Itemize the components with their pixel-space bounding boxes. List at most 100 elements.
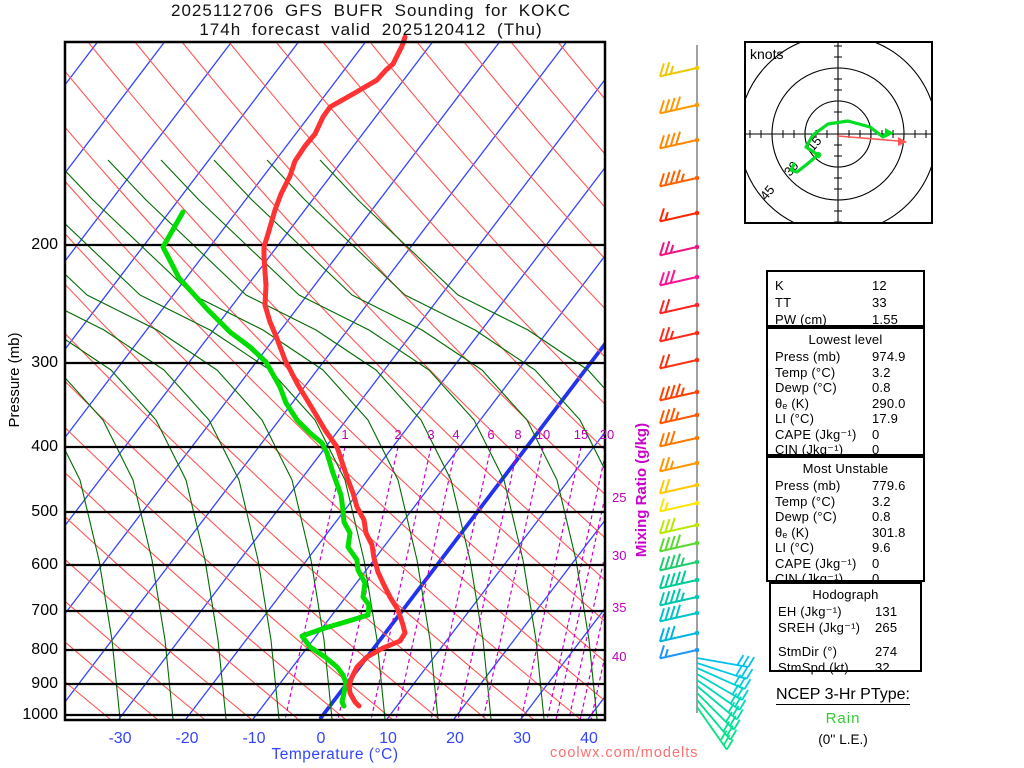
mixing-ratio-tick-label: 35 [612, 600, 627, 615]
dry-adiabat-line [322, 42, 605, 358]
row-label: LI (°C) [775, 411, 815, 426]
dry-adiabat-line [134, 42, 605, 539]
ptype-value: Rain [825, 710, 861, 727]
temperature-curve [261, 34, 408, 709]
hodograph-stats-panel: Hodograph EH (Jkg⁻¹) 131 SREH (Jkg⁻¹) 265 Stm… [769, 582, 922, 675]
row-label: CIN (Jkg⁻¹) [775, 442, 844, 457]
temperature-tick-label: 40 [580, 730, 598, 747]
row-value: 131 [875, 604, 898, 619]
mixing-ratio-line [284, 446, 346, 720]
row-label: Press (mb) [775, 478, 841, 493]
row-label: Press (mb) [775, 349, 841, 364]
pressure-tick-label: 300 [31, 354, 58, 371]
isotherm-line [65, 42, 501, 615]
row-value: 1.55 [872, 312, 899, 327]
temperature-tick-label: -20 [175, 730, 199, 747]
dry-adiabat-line [65, 600, 205, 720]
table-row: StmDir (°) 274 [771, 644, 920, 660]
pressure-tick-label: 700 [31, 602, 58, 619]
mixing-ratio-line [370, 446, 432, 720]
temperature-tick-label: 20 [446, 730, 464, 747]
isotherm-line [65, 42, 367, 439]
row-value: 33 [872, 295, 887, 310]
moist-adiabat-line [65, 273, 333, 720]
pressure-tick-label: 900 [31, 675, 58, 692]
pressure-tick-label: 800 [31, 641, 58, 658]
moist-adiabat-line [65, 309, 280, 720]
temperature-axis-label: Temperature (°C) [271, 746, 399, 763]
skewt-background [65, 42, 605, 720]
table-row: θₑ (K) 301.8 [768, 525, 923, 541]
table-row: CAPE (Jkg⁻¹) 0 [768, 427, 923, 443]
ptype-extra: (0'' L.E.) [818, 732, 868, 747]
row-value: 974.9 [872, 349, 906, 364]
row-label: θₑ (K) [775, 524, 810, 540]
hodograph-units-label: knots [750, 46, 784, 62]
dry-adiabat-line [181, 42, 605, 496]
mixing-ratio-line [520, 446, 582, 720]
row-label: StmSpd (kt) [778, 659, 849, 675]
moist-adiabat-line [65, 448, 121, 720]
isotherm-line [386, 431, 605, 720]
row-label: Dewp (°C) [775, 509, 837, 524]
panel-header: Most Unstable [802, 461, 889, 476]
row-value: 265 [875, 619, 898, 635]
mixing-ratio-line [395, 446, 457, 720]
mixing-ratio-tick-label: 6 [487, 427, 495, 442]
row-value: 0 [872, 555, 880, 571]
table-row: CIN (Jkg⁻¹) 0 [768, 442, 923, 458]
mixing-ratio-axis-label: Mixing Ratio (g/kg) [633, 422, 650, 558]
surface-wind-barb [696, 685, 744, 721]
panel-header: Lowest level [808, 332, 883, 347]
moist-adiabat-line [65, 222, 386, 720]
temperature-tick-label: 10 [379, 730, 397, 747]
lowest-level-panel: Lowest level Press (mb) 974.9 Temp (°C) 3.2 D… [766, 327, 925, 458]
table-row: PW (cm) 1.55 [768, 311, 923, 328]
mixing-ratio-tick-label: 15 [573, 427, 589, 442]
row-label: CAPE (Jkg⁻¹) [775, 555, 857, 571]
mixing-ratio-tick-label: 8 [514, 427, 522, 442]
temperature-tick-label: 30 [513, 730, 531, 747]
table-row: StmSpd (kt) 32 [771, 660, 920, 676]
dry-adiabat-line [65, 472, 346, 720]
wind-barb [658, 326, 700, 343]
wind-barb [658, 534, 700, 553]
row-label: Dewp (°C) [775, 380, 837, 395]
wind-barb [658, 517, 700, 535]
row-label: CAPE (Jkg⁻¹) [775, 426, 857, 442]
row-value: 0 [872, 426, 880, 442]
wind-barb [658, 498, 700, 513]
row-value: 0 [872, 442, 880, 457]
wind-barb [658, 131, 700, 150]
mixing-ratio-line [430, 446, 492, 720]
mixing-ratio-line [555, 496, 605, 720]
row-value: 9.6 [872, 540, 891, 555]
temperature-tick-label: -30 [108, 730, 132, 747]
mixing-ratio-line [482, 446, 544, 720]
surface-wind-barb [696, 667, 752, 690]
table-row: Dewp (°C) 0.8 [768, 509, 923, 525]
wind-barb [658, 645, 700, 660]
dry-adiabat-line [65, 558, 252, 720]
row-value: 0.8 [872, 509, 891, 524]
wind-barb [658, 456, 700, 473]
dry-adiabat-line [65, 426, 393, 720]
mixing-ratio-tick-label: 40 [612, 649, 627, 664]
mixing-ratio-line [546, 453, 605, 720]
hodograph-marker [814, 151, 822, 159]
mixing-ratio-line [457, 446, 519, 720]
moist-adiabat-line [65, 376, 174, 720]
storm-motion-vector [837, 135, 899, 142]
dry-adiabat-line [416, 42, 605, 260]
watermark-link[interactable]: coolwx.com/modelts [550, 745, 699, 761]
plot-frame [63, 40, 607, 722]
pressure-tick-label: 1000 [22, 706, 58, 723]
wind-barb [658, 208, 700, 223]
table-row: θₑ (K) 290.0 [768, 396, 923, 412]
mixing-ratio-tick-label: 20 [599, 427, 615, 442]
wind-barb-column [658, 45, 755, 751]
isotherm-line [65, 42, 233, 263]
row-label: PW (cm) [775, 312, 827, 327]
